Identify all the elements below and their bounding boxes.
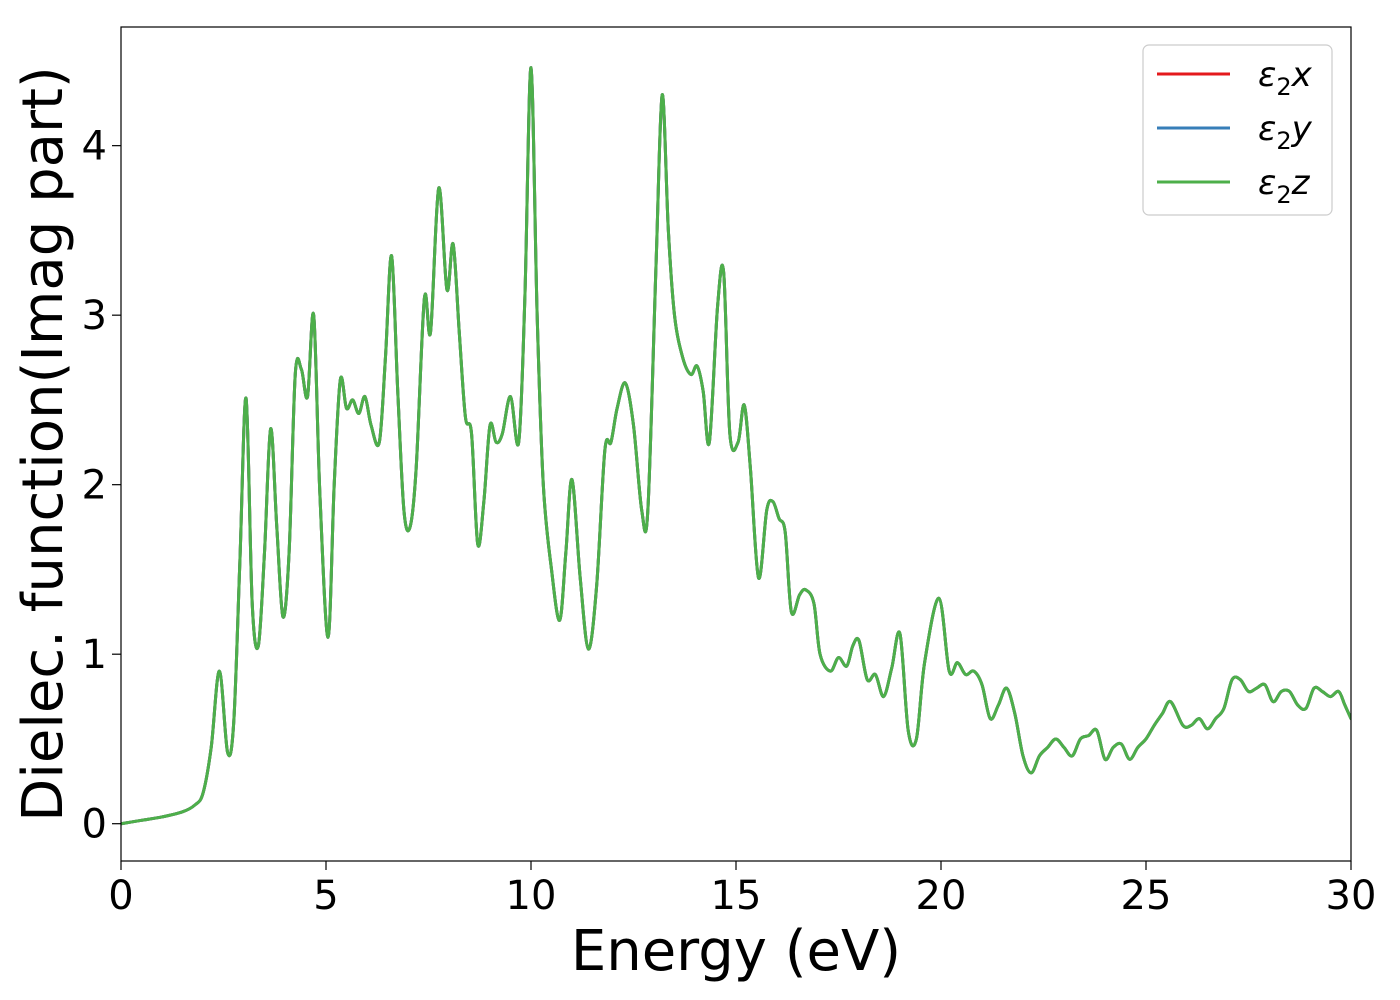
x-tick-label: 30 [1326,873,1377,919]
x-axis-ticks: 0 5 10 15 20 25 30 [108,861,1376,919]
y-tick-label: 1 [82,632,107,678]
legend-box [1142,44,1333,216]
y-axis-ticks: 0 1 2 3 4 [82,124,121,848]
x-tick-label: 20 [916,873,967,919]
legend-entry-1: ε2y [1258,109,1313,155]
y-tick-label: 3 [82,293,107,339]
x-tick-label: 25 [1121,873,1172,919]
legend-entry-2: ε2z [1258,163,1311,209]
series-line-ε2z [121,66,1351,826]
series-layer [121,66,1351,826]
legend: ε2x ε2y ε2z [1142,44,1333,216]
x-tick-label: 0 [108,873,133,919]
x-axis-label: Energy (eV) [571,919,901,984]
y-tick-label: 4 [82,124,107,170]
legend-entry-0: ε2x [1258,55,1313,101]
y-tick-label: 2 [82,463,107,509]
y-axis-label: Dielec. function(Imag part) [11,66,76,822]
x-tick-label: 15 [711,873,762,919]
x-tick-label: 10 [506,873,557,919]
y-tick-label: 0 [82,802,107,848]
x-tick-label: 5 [313,873,338,919]
